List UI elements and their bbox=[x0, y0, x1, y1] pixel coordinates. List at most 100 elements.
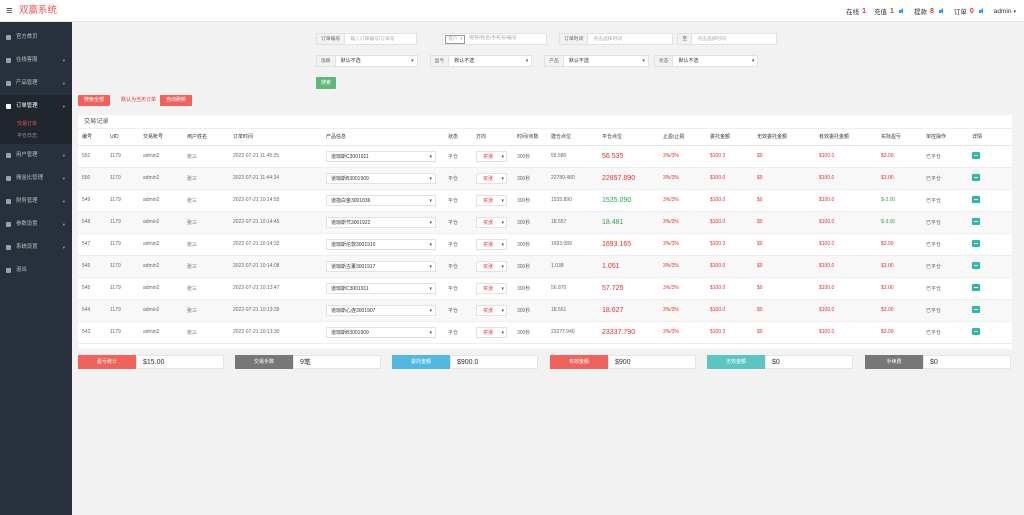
cell-duration: 300秒 bbox=[513, 277, 547, 300]
sidebar-item-label: 用户管理 bbox=[16, 152, 38, 158]
detail-icon[interactable] bbox=[972, 239, 980, 247]
detail-icon[interactable] bbox=[972, 195, 980, 203]
sidebar-subitem-close-log[interactable]: 平仓日志 bbox=[0, 130, 72, 144]
direction-select[interactable]: 买涨 bbox=[476, 150, 507, 162]
cell-name: 张三 bbox=[183, 211, 229, 234]
customer-filter[interactable]: 客户 ▾ 昵称/姓名/手机号/编号 bbox=[442, 33, 548, 45]
col-header: 详情 bbox=[968, 129, 1012, 146]
product-select[interactable]: 道琼斯C3001911 bbox=[326, 282, 436, 294]
order-no-input[interactable]: 输入订单编号/订单号 bbox=[345, 33, 418, 45]
speaker-icon[interactable] bbox=[978, 8, 986, 14]
product-select[interactable]: 道琼斯B3001909 bbox=[326, 172, 436, 184]
customer-type-select[interactable]: 客户 ▾ bbox=[445, 34, 466, 44]
stat-recharge[interactable]: 充值 1 bbox=[874, 6, 906, 16]
detail-icon[interactable] bbox=[972, 327, 980, 335]
stop-ratio: 3%/3% bbox=[663, 197, 679, 203]
status-select[interactable]: 默认不选 bbox=[673, 55, 759, 67]
product-icon bbox=[6, 81, 11, 86]
detail-icon[interactable] bbox=[972, 173, 980, 181]
status-label: 状态 bbox=[653, 55, 674, 67]
direction-select[interactable]: 买涨 bbox=[476, 172, 507, 184]
sidebar-subitem-trade-orders[interactable]: 交易订单 bbox=[0, 118, 72, 130]
stat-orders[interactable]: 订单 0 bbox=[954, 6, 986, 16]
detail-icon[interactable] bbox=[972, 305, 980, 313]
cell-pnl: $-3.00 bbox=[877, 211, 922, 234]
sidebar-item-logout[interactable]: 退出 bbox=[0, 259, 72, 282]
sidebar-item-label: 产品管理 bbox=[16, 80, 38, 86]
direction-select[interactable]: 买涨 bbox=[476, 304, 507, 316]
cell-time: 2022-07-21 10:13:30 bbox=[229, 321, 322, 344]
speaker-icon[interactable] bbox=[938, 8, 946, 14]
order-icon bbox=[6, 104, 11, 109]
cell-open-price: 55.680 bbox=[547, 145, 598, 168]
cell-open-price: 1.038 bbox=[547, 255, 598, 278]
sidebar-item-system[interactable]: 系统设置 ▾ bbox=[0, 236, 72, 259]
summary-value: $15.00 bbox=[136, 355, 224, 369]
summary-item: 有效金额 $900 bbox=[550, 355, 696, 369]
cell-amount: $100.0 bbox=[706, 145, 753, 168]
table-row: 548 1179 admin2 张三 2022-07-21 10:14:45 道… bbox=[78, 211, 1012, 234]
rise-fall-label: 涨跌 bbox=[316, 55, 336, 67]
cell-id: 545 bbox=[78, 277, 106, 300]
cell-direction: 买涨 bbox=[472, 145, 513, 168]
direction-select[interactable]: 买涨 bbox=[476, 282, 507, 294]
search-all-button[interactable]: 搜索全部 bbox=[78, 95, 110, 106]
stat-withdraw[interactable]: 提款 8 bbox=[914, 6, 946, 16]
sidebar-item-home[interactable]: 官方首页 bbox=[0, 26, 72, 49]
detail-icon[interactable] bbox=[972, 261, 980, 269]
rise-fall-select[interactable]: 默认不选 bbox=[335, 55, 418, 67]
cell-status: 平仓 bbox=[444, 145, 472, 168]
product-select[interactable]: 道琼斯古董3001917 bbox=[326, 260, 436, 272]
cell-amount: $100.0 bbox=[706, 211, 753, 234]
sidebar-item-users[interactable]: 用户管理 ▾ bbox=[0, 144, 72, 167]
profit-loss-select[interactable]: 默认不选 bbox=[449, 55, 533, 67]
product-select[interactable]: 道指白金3001836 bbox=[326, 194, 436, 206]
product-select[interactable]: 默认不选 bbox=[563, 55, 649, 67]
sidebar-item-products[interactable]: 产品管理 ▾ bbox=[0, 72, 72, 95]
chevron-down-icon: ▾ bbox=[62, 222, 65, 227]
sidebar-item-support[interactable]: 在线客服 ▾ bbox=[0, 49, 72, 72]
direction-select[interactable]: 买涨 bbox=[476, 216, 507, 228]
direction-select[interactable]: 买涨 bbox=[476, 260, 507, 272]
product-select[interactable]: 道琼斯伦敦3001910 bbox=[326, 238, 436, 250]
detail-icon[interactable] bbox=[972, 217, 980, 225]
cell-stop: 3%/3% bbox=[659, 299, 706, 322]
cell-detail bbox=[968, 255, 1012, 278]
direction-select[interactable]: 买涨 bbox=[476, 194, 507, 206]
cell-product: 道琼斯B3001909 bbox=[322, 321, 444, 344]
col-header: 无效委托金额 bbox=[753, 129, 815, 146]
menu-toggle-icon[interactable]: ≡ bbox=[6, 5, 13, 17]
search-button[interactable]: 搜索 bbox=[316, 77, 336, 89]
order-time-start-input[interactable]: 点击选择时间 bbox=[588, 33, 674, 45]
stat-online[interactable]: 在线 1 bbox=[846, 6, 866, 17]
sidebar-item-orders[interactable]: 订单管理 ▾ bbox=[0, 95, 72, 118]
summary-value: $0 bbox=[765, 355, 853, 369]
user-menu[interactable]: admin ▾ bbox=[994, 8, 1016, 15]
auto-refresh-button[interactable]: 自动刷新 bbox=[160, 95, 192, 106]
detail-icon[interactable] bbox=[972, 283, 980, 291]
speaker-icon[interactable] bbox=[898, 8, 906, 14]
cell-status: 平仓 bbox=[444, 167, 472, 190]
direction-select[interactable]: 买涨 bbox=[476, 238, 507, 250]
cell-control: 已平仓 bbox=[922, 255, 968, 278]
detail-icon[interactable] bbox=[972, 151, 980, 159]
cell-pnl: $3.00 bbox=[877, 255, 922, 278]
cell-control: 已平仓 bbox=[922, 277, 968, 300]
product-select[interactable]: 道琼斯节3001922 bbox=[326, 216, 436, 228]
product-select[interactable]: 道琼斯C3001911 bbox=[326, 150, 436, 162]
sidebar-item-params[interactable]: 参数设置 ▾ bbox=[0, 213, 72, 236]
cell-id: 550 bbox=[78, 167, 106, 190]
product-select[interactable]: 道琼斯心连3001907 bbox=[326, 304, 436, 316]
direction-select[interactable]: 买涨 bbox=[476, 326, 507, 338]
sidebar-item-commission[interactable]: 佣金比管理 ▾ bbox=[0, 167, 72, 190]
cell-valid: $100.0 bbox=[815, 233, 877, 256]
table-row: 544 1179 admin2 张三 2022-07-21 10:13:39 道… bbox=[78, 299, 1012, 322]
summary-label: 有效金额 bbox=[550, 355, 608, 369]
sidebar-item-finance[interactable]: 财务管理 ▾ bbox=[0, 190, 72, 213]
cell-control: 已平仓 bbox=[922, 233, 968, 256]
stop-ratio: 3%/3% bbox=[663, 307, 679, 313]
cell-control: 已平仓 bbox=[922, 211, 968, 234]
amount-value: $100.0 bbox=[710, 175, 726, 181]
order-time-end-input[interactable]: 点击选择时间 bbox=[692, 33, 778, 45]
product-select[interactable]: 道琼斯B3001909 bbox=[326, 326, 436, 338]
